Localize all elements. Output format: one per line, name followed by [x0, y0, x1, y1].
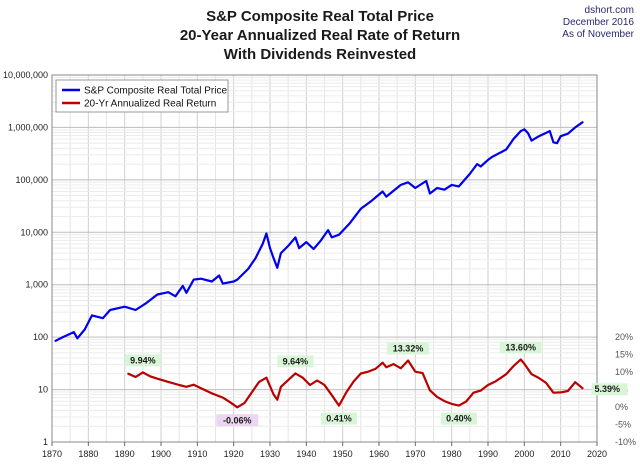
series-line-real-return [127, 358, 584, 409]
credit-line: As of November [562, 29, 634, 40]
y-axis-left: 1 10 100 1,000 10,000 100,000 1,000,000 10,000,… [3, 70, 48, 447]
x-tick-label: 2010 [551, 449, 571, 459]
annotation-label: 13.60% [505, 343, 536, 353]
x-tick-label: 1960 [369, 449, 389, 459]
y-left-tick-label: 1,000,000 [8, 122, 48, 132]
annotation-bg [321, 412, 358, 425]
annotation-label: -0.06% [223, 415, 252, 425]
legend-box [55, 79, 229, 113]
y-right-tick-label: 15% [615, 350, 633, 360]
annotation-bg [216, 414, 259, 427]
x-tick-label: 1950 [333, 449, 353, 459]
x-tick-label: 1910 [187, 449, 207, 459]
x-tick-label: 2020 [587, 449, 607, 459]
annotation-label: 9.64% [283, 356, 309, 366]
y-right-tick-label: -5% [615, 420, 631, 430]
annotation-label: 13.32% [393, 343, 424, 353]
credit-line: December 2016 [563, 17, 635, 28]
annotation-bg [440, 412, 477, 425]
x-tick-label: 1880 [78, 449, 98, 459]
title-line: With Dividends Reinvested [224, 46, 416, 63]
annotations: 9.94% -0.06% 9.64% 0.41% 13.32% 0.40% 13.60% 5.… [124, 341, 628, 427]
y-right-tick-label: 0% [615, 402, 628, 412]
legend-label: S&P Composite Real Total Price [84, 86, 227, 97]
chart-title: S&P Composite Real Total Price 20-Year An… [180, 8, 460, 63]
x-tick-label: 1990 [478, 449, 498, 459]
y-left-tick-label: 100 [33, 332, 48, 342]
x-tick-label: 1900 [151, 449, 171, 459]
x-axis: 1870 1880 1890 1900 1910 1920 1930 1940 1950 1960… [42, 442, 607, 459]
title-line: S&P Composite Real Total Price [206, 8, 434, 25]
x-tick-label: 1870 [42, 449, 62, 459]
x-tick-label: 1940 [296, 449, 316, 459]
annotation-bg [124, 354, 161, 367]
y-left-tick-label: 10,000 [20, 227, 48, 237]
x-tick-label: 1920 [224, 449, 244, 459]
x-tick-label: 1980 [442, 449, 462, 459]
y-left-tick-label: 1,000 [25, 280, 48, 290]
y-left-tick-label: 100,000 [15, 175, 48, 185]
y-left-tick-label: 10,000,000 [3, 70, 48, 80]
credit-line: dshort.com [585, 5, 634, 16]
x-tick-label: 1930 [260, 449, 280, 459]
x-tick-label: 1970 [405, 449, 425, 459]
series-line-total-price [54, 121, 584, 342]
y-right-tick-label: -10% [615, 437, 636, 447]
legend: S&P Composite Real Total Price 20-Yr Annu… [55, 79, 229, 113]
annotation-label: 0.40% [446, 414, 472, 424]
annotation-bg [499, 341, 542, 354]
annotation-bg [277, 355, 314, 368]
x-tick-label: 1890 [115, 449, 135, 459]
grid [51, 74, 598, 443]
x-tick-label: 2000 [514, 449, 534, 459]
annotation-label: 9.94% [130, 355, 156, 365]
plot-frame [51, 74, 598, 443]
annotation-bg [591, 383, 628, 396]
annotation-label: 0.41% [326, 414, 352, 424]
series-layer [54, 121, 584, 409]
y-right-tick-label: 20% [615, 332, 633, 342]
annotation-bg [387, 342, 430, 355]
y-right-tick-label: 10% [615, 367, 633, 377]
title-line: 20-Year Annualized Real Rate of Return [180, 27, 460, 44]
y-left-tick-label: 1 [43, 437, 48, 447]
y-left-tick-label: 10 [38, 385, 48, 395]
legend-label: 20-Yr Annualized Real Return [84, 99, 216, 110]
annotation-label: 5.39% [594, 384, 620, 394]
